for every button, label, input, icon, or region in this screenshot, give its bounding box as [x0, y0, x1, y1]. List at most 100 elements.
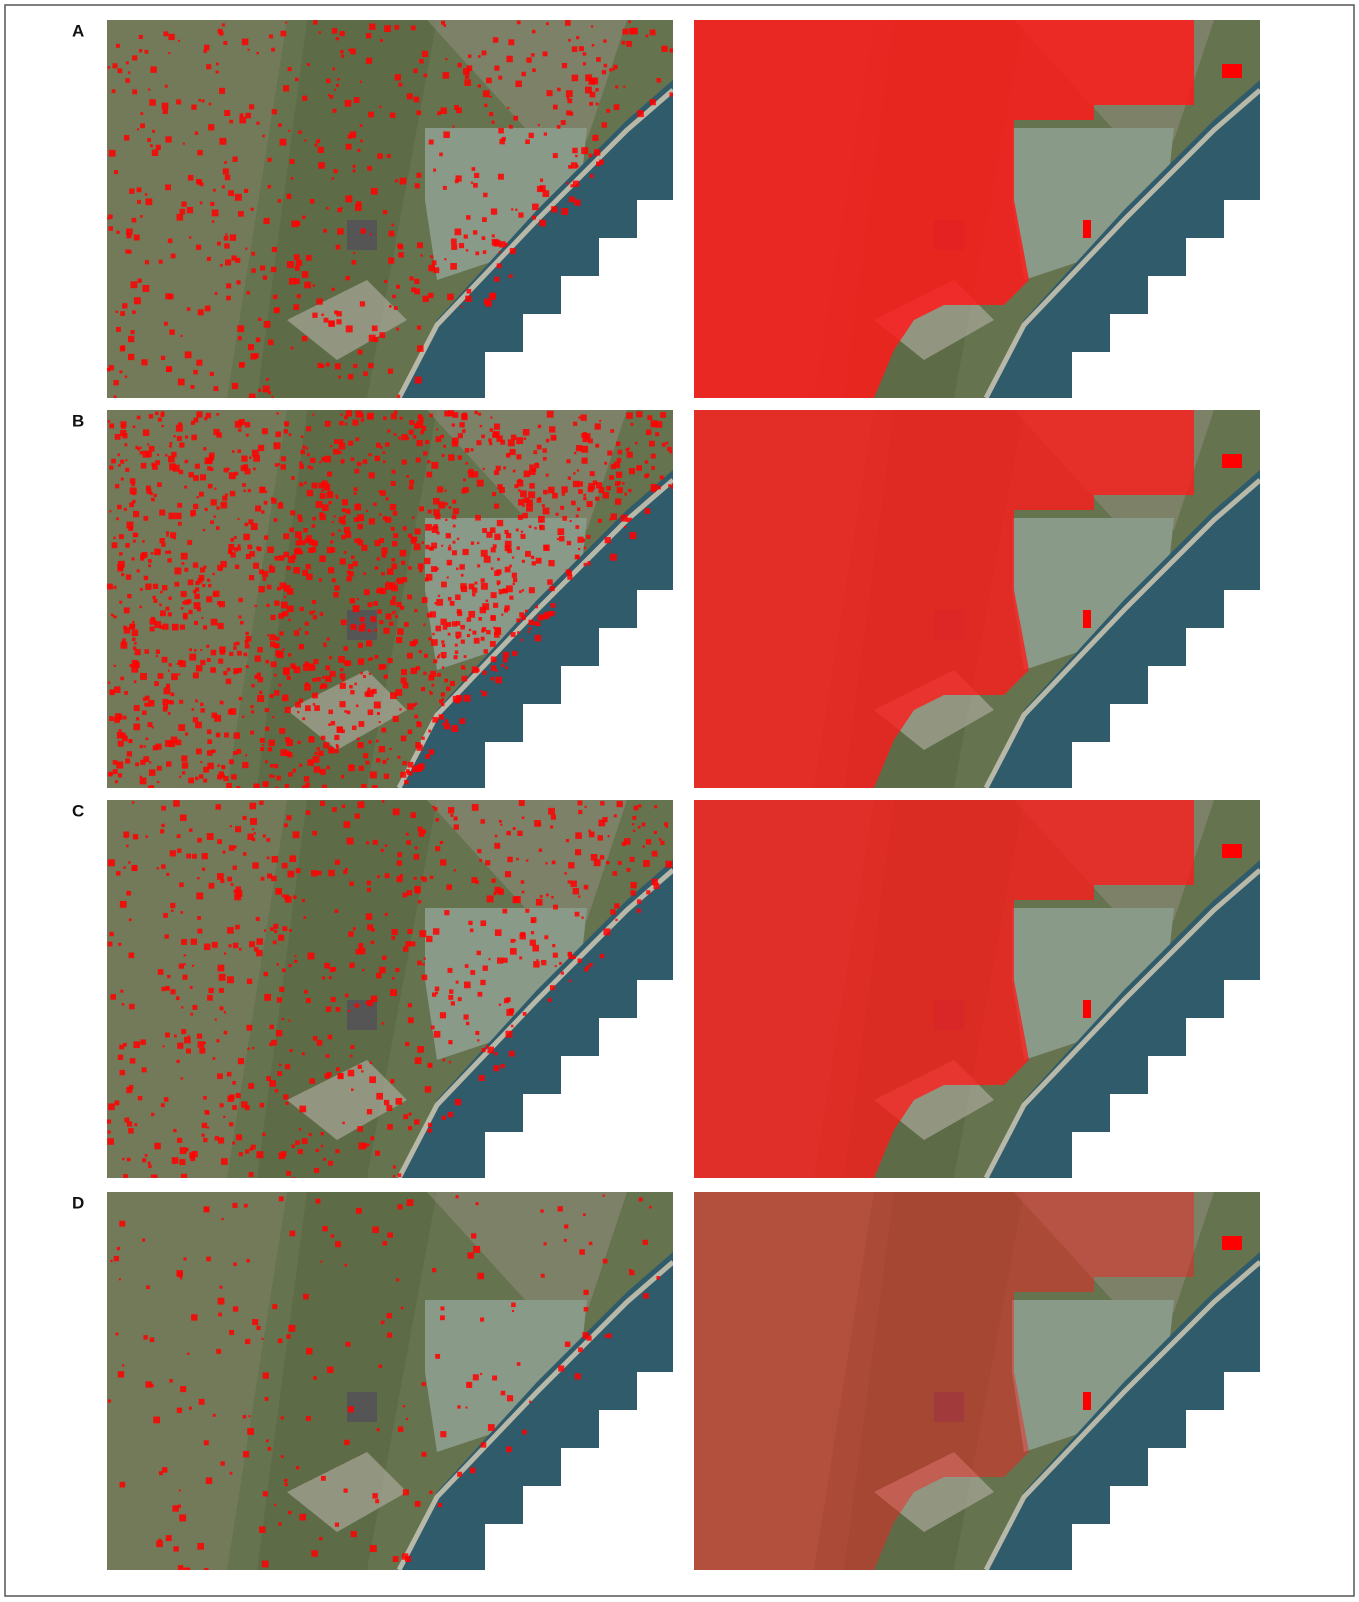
detection-patch: [463, 478, 466, 481]
detection-patch: [382, 553, 387, 558]
detection-patch: [610, 909, 615, 914]
detection-patch: [636, 465, 642, 471]
detection-patch: [215, 292, 218, 295]
detection-patch: [441, 21, 445, 25]
detection-patch: [125, 543, 130, 548]
detection-patch: [321, 489, 323, 491]
detection-patch: [437, 111, 441, 115]
detection-patch: [534, 820, 541, 827]
detection-patch: [276, 963, 278, 965]
detection-patch: [474, 638, 480, 644]
detection-patch: [227, 1072, 232, 1077]
detection-patch: [448, 968, 453, 973]
detection-patch: [216, 733, 221, 738]
detection-patch: [499, 820, 502, 823]
detection-patch: [206, 1477, 213, 1484]
detection-patch: [108, 1103, 115, 1110]
detection-patch: [202, 1123, 207, 1128]
detection-patch: [335, 1523, 339, 1527]
detection-patch: [166, 531, 169, 534]
detection-patch: [454, 816, 458, 820]
detection-patch: [609, 68, 612, 71]
detection-patch: [268, 158, 272, 162]
detection-patch: [123, 866, 126, 869]
detection-patch: [254, 832, 256, 834]
detection-patch: [200, 660, 205, 665]
detection-patch: [154, 494, 157, 497]
detection-patch: [455, 229, 462, 236]
detection-patch: [351, 1088, 354, 1091]
detection-patch: [471, 182, 473, 184]
detection-patch: [363, 753, 368, 758]
detection-patch: [155, 411, 159, 415]
detection-patch: [177, 214, 184, 221]
detection-patch: [469, 629, 471, 631]
detection-patch: [197, 916, 201, 920]
detection-patch: [138, 1096, 142, 1100]
detection-patch: [245, 422, 251, 428]
detection-patch: [401, 677, 407, 683]
detection-patch: [435, 626, 441, 632]
detection-patch: [490, 96, 492, 98]
detection-patch: [332, 288, 335, 291]
detection-patch: [303, 528, 307, 532]
detection-patch: [284, 1479, 287, 1482]
detection-patch: [494, 66, 499, 71]
detection-patch: [422, 597, 428, 603]
detection-patch: [466, 215, 471, 220]
detection-patch: [278, 199, 281, 202]
detection-patch: [538, 425, 541, 428]
detection-patch: [320, 769, 326, 775]
detection-patch: [452, 550, 457, 555]
detection-patch: [531, 53, 534, 56]
detection-patch: [463, 1014, 468, 1019]
detection-patch: [493, 1065, 499, 1071]
detection-patch: [231, 774, 236, 779]
detection-patch: [491, 665, 496, 670]
detection-patch: [578, 481, 583, 486]
detection-patch: [387, 429, 390, 432]
detection-patch: [423, 672, 426, 675]
detection-patch: [119, 601, 122, 604]
detection-patch: [306, 255, 312, 261]
detection-patch: [537, 445, 542, 450]
detection-patch: [340, 207, 342, 209]
detection-patch: [369, 24, 375, 30]
detection-patch: [505, 545, 511, 551]
detection-patch: [137, 416, 141, 420]
detection-patch: [312, 693, 318, 699]
detection-patch: [188, 580, 194, 586]
detection-patch: [339, 701, 345, 707]
detection-patch: [110, 691, 114, 695]
detection-patch: [455, 650, 458, 653]
detection-patch: [322, 676, 325, 679]
detection-patch: [471, 448, 474, 451]
detection-patch: [177, 1138, 182, 1143]
detection-patch: [230, 825, 232, 827]
detection-patch: [266, 378, 269, 381]
detection-patch: [220, 701, 224, 705]
detection-patch: [327, 472, 332, 477]
detection-patch: [168, 612, 172, 616]
detection-patch: [261, 510, 264, 513]
detection-patch: [219, 88, 225, 94]
detection-patch: [146, 1285, 150, 1289]
detection-patch: [400, 417, 403, 420]
detection-patch: [196, 360, 202, 366]
detection-patch: [455, 175, 461, 181]
detection-patch: [594, 149, 601, 156]
detection-patch: [185, 732, 188, 735]
detection-patch: [513, 578, 517, 582]
detection-patch: [422, 963, 424, 965]
detection-patch: [360, 617, 365, 622]
detection-patch: [566, 182, 568, 184]
detection-patch: [291, 347, 294, 350]
detection-patch: [575, 555, 580, 560]
detection-patch: [532, 68, 536, 72]
detection-patch: [120, 460, 124, 464]
detection-patch: [573, 422, 577, 426]
detection-patch: [564, 872, 566, 874]
detection-patch: [173, 800, 180, 807]
detection-patch: [217, 873, 224, 880]
detection-patch: [524, 438, 527, 441]
